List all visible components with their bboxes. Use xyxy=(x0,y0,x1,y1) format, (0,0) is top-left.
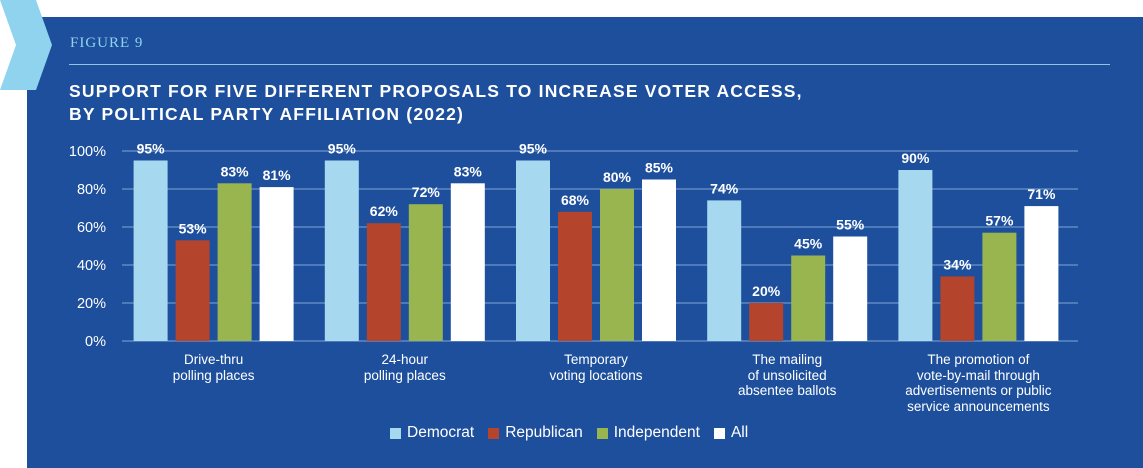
data-label: 74% xyxy=(710,180,739,196)
bar-democrat xyxy=(133,160,168,341)
legend-swatch xyxy=(488,427,500,439)
bar-all xyxy=(1024,206,1059,341)
chevron-icon xyxy=(0,0,52,90)
x-category-label: Drive-thru polling places xyxy=(172,352,255,383)
bar-republican xyxy=(558,211,592,341)
data-label: 55% xyxy=(836,217,865,233)
data-label: 83% xyxy=(221,163,250,179)
bar-republican xyxy=(940,276,975,341)
data-label: 72% xyxy=(412,184,441,200)
y-tick-label: 100% xyxy=(69,144,106,160)
legend-item-republican: Republican xyxy=(488,424,583,442)
data-label: 85% xyxy=(645,160,674,176)
bar-democrat xyxy=(516,160,550,341)
legend-item-independent: Independent xyxy=(596,424,700,442)
chart-legend: Democrat Republican Independent All xyxy=(390,424,748,442)
legend-swatch xyxy=(596,427,608,439)
data-label: 20% xyxy=(752,283,781,299)
x-category-label: The promotion of vote-by-mail through ad… xyxy=(905,352,1052,414)
data-label: 80% xyxy=(603,169,632,185)
legend-label: Democrat xyxy=(407,424,475,441)
y-tick-label: 60% xyxy=(77,220,106,236)
bar-independent xyxy=(791,255,826,341)
bar-all xyxy=(833,236,868,341)
bar-independent xyxy=(217,183,252,341)
data-label: 95% xyxy=(328,141,357,157)
legend-item-democrat: Democrat xyxy=(390,424,474,442)
data-label: 81% xyxy=(263,167,292,183)
legend-label: Republican xyxy=(505,424,583,441)
bar-republican xyxy=(175,240,210,341)
y-tick-label: 40% xyxy=(77,258,106,274)
data-label: 34% xyxy=(943,256,972,272)
legend-item-all: All xyxy=(713,424,749,442)
legend-label: Independent xyxy=(613,424,700,441)
data-label: 62% xyxy=(370,203,399,219)
data-label: 83% xyxy=(454,163,483,179)
bar-democrat xyxy=(324,160,359,341)
data-label: 57% xyxy=(985,213,1014,229)
bar-independent xyxy=(408,204,443,341)
data-label: 45% xyxy=(794,236,823,252)
data-label: 53% xyxy=(179,220,208,236)
chart-title-line-2: BY POLITICAL PARTY AFFILIATION (2022) xyxy=(69,104,465,124)
header-divider xyxy=(69,64,1110,65)
y-tick-label: 20% xyxy=(77,296,106,312)
legend-swatch xyxy=(713,427,725,439)
data-label: 95% xyxy=(519,141,548,157)
chart-title-line-1: SUPPORT FOR FIVE DIFFERENT PROPOSALS TO … xyxy=(69,81,803,101)
data-label: 95% xyxy=(137,141,166,157)
bar-independent xyxy=(600,189,634,341)
legend-swatch xyxy=(390,427,401,439)
bar-republican xyxy=(749,303,784,341)
bar-independent xyxy=(982,232,1017,341)
chart-title: SUPPORT FOR FIVE DIFFERENT PROPOSALS TO … xyxy=(69,80,803,126)
x-category-label: 24-hour polling places xyxy=(363,352,446,383)
bar-all xyxy=(450,183,485,341)
bar-democrat xyxy=(707,200,742,341)
data-label: 71% xyxy=(1027,186,1056,202)
data-label: 90% xyxy=(901,150,930,166)
figure-label: FIGURE 9 xyxy=(70,35,144,51)
y-tick-label: 80% xyxy=(77,182,106,198)
data-label: 68% xyxy=(561,192,590,208)
bar-democrat xyxy=(898,170,933,341)
bar-all xyxy=(642,179,676,341)
y-tick-label: 0% xyxy=(85,334,106,350)
x-category-label: The mailing of unsolicited absentee ball… xyxy=(738,352,837,398)
bar-republican xyxy=(366,223,401,341)
bar-all xyxy=(259,187,294,341)
x-category-label: Temporary voting locations xyxy=(549,352,643,383)
legend-label: All xyxy=(730,424,749,441)
